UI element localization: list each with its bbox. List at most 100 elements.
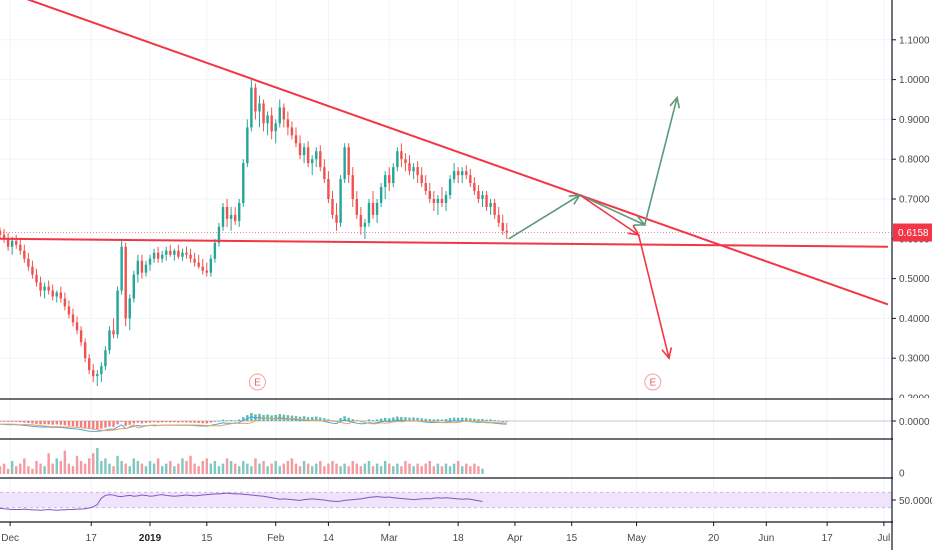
oscillator-bar — [112, 421, 115, 427]
volume-bar — [112, 466, 115, 474]
earnings-marker[interactable] — [644, 373, 662, 391]
date-tick-label: 18 — [453, 533, 465, 544]
volume-bar — [428, 461, 431, 474]
candle-body — [408, 163, 411, 172]
volume-bar — [181, 458, 184, 474]
volume-bar — [298, 466, 302, 474]
volume-bar — [262, 461, 265, 474]
price-tick-label: 0.9000 — [899, 115, 930, 126]
volume-bar — [39, 463, 42, 474]
oscillator-bar — [136, 421, 140, 423]
oscillator-bar — [306, 417, 310, 421]
candle-body — [351, 175, 354, 199]
volume-bar — [87, 458, 91, 474]
oscillator-bar — [39, 421, 42, 425]
candle-body — [505, 230, 509, 233]
descending-trendline — [26, 0, 889, 306]
volume-bar — [71, 466, 75, 474]
volume-bar — [319, 461, 322, 474]
candle-body — [205, 270, 208, 273]
oscillator-bar — [217, 420, 221, 422]
volume-bar — [306, 463, 310, 474]
candle-body — [27, 258, 30, 267]
oscillator-bar — [505, 421, 509, 422]
oscillator-bar — [213, 421, 217, 422]
candle-body — [165, 250, 168, 255]
candle-body — [63, 298, 67, 307]
oscillator-bar — [27, 421, 30, 424]
price-axis[interactable]: 0.30000.40000.50000.60000.70000.80000.90… — [892, 0, 932, 550]
oscillator-bar — [47, 421, 50, 425]
candle-body — [371, 202, 375, 215]
candle-body — [160, 254, 164, 259]
oscillator-bar — [424, 418, 427, 421]
candle-body — [477, 191, 480, 199]
date-tick-label: Jul — [877, 533, 890, 544]
volume-bar — [396, 463, 399, 474]
volume-bar — [217, 466, 221, 474]
candle-body — [497, 214, 500, 223]
oscillator-bar — [152, 421, 156, 423]
date-tick-label: 2019 — [139, 533, 162, 544]
volume-bar — [35, 461, 38, 474]
candle-body — [116, 290, 119, 335]
indicator-panes — [0, 413, 892, 511]
support-trendline — [0, 237, 888, 248]
candle-body — [416, 167, 419, 176]
date-tick-label: May — [627, 533, 646, 544]
earnings-marker[interactable] — [248, 373, 266, 391]
candle-body — [96, 374, 99, 377]
candle-body — [19, 244, 22, 251]
candle-body — [347, 147, 350, 176]
oscillator-bar — [144, 421, 148, 423]
oscillator-bar — [197, 421, 200, 424]
candle-body — [6, 238, 10, 247]
oscillator-bar — [367, 419, 371, 421]
date-tick-label: 15 — [566, 533, 578, 544]
oscillator-bar — [6, 421, 10, 422]
oscillator-bar — [408, 417, 411, 421]
volume-bar — [246, 463, 249, 474]
volume-bar — [294, 463, 298, 474]
earnings-marker-label: E — [254, 378, 261, 389]
oscillator-signal-line — [0, 416, 507, 432]
candle-body — [209, 258, 213, 273]
oscillator-bar — [493, 420, 496, 421]
date-axis[interactable]: Dec 17 2019 15 Feb 14 Mar 18 Apr 15 May 20 Jun 17 Jul — [1, 522, 890, 544]
oscillator-bar — [59, 421, 63, 425]
candle-body — [2, 234, 6, 239]
oscillator-bar — [440, 419, 444, 421]
candle-body — [201, 266, 204, 271]
volume-bar — [2, 463, 6, 474]
rsi-axis-label: 50.0000 — [899, 496, 932, 507]
oscillator-bar — [185, 421, 188, 423]
volume-bar — [404, 461, 407, 474]
volume-bar — [221, 463, 225, 474]
oscillator-bar — [396, 416, 399, 421]
oscillator-bar — [221, 419, 225, 421]
candle-body — [140, 260, 144, 273]
candle-body — [404, 159, 407, 164]
volume-bar — [448, 466, 452, 474]
oscillator-bar — [96, 421, 99, 429]
candle-body — [31, 266, 34, 275]
volume-bar — [416, 463, 419, 474]
volume-bar — [124, 463, 127, 474]
date-tick-label: 15 — [201, 533, 213, 544]
volume-bar — [436, 463, 440, 474]
oscillator-bar — [436, 419, 440, 421]
bearish-scenario-arrow — [579, 194, 670, 359]
candle-body — [359, 214, 363, 227]
volume-bar — [432, 466, 436, 474]
volume-bar — [327, 463, 330, 474]
volume-bar — [400, 466, 403, 474]
oscillator-bar — [371, 420, 375, 421]
earnings-marker-label: E — [649, 378, 656, 389]
candle-body — [428, 191, 431, 199]
volume-bar — [201, 461, 204, 474]
current-price-label: 0.6158 — [898, 228, 929, 239]
candle-body — [225, 206, 229, 219]
price-tick-label: 0.8000 — [899, 155, 930, 166]
